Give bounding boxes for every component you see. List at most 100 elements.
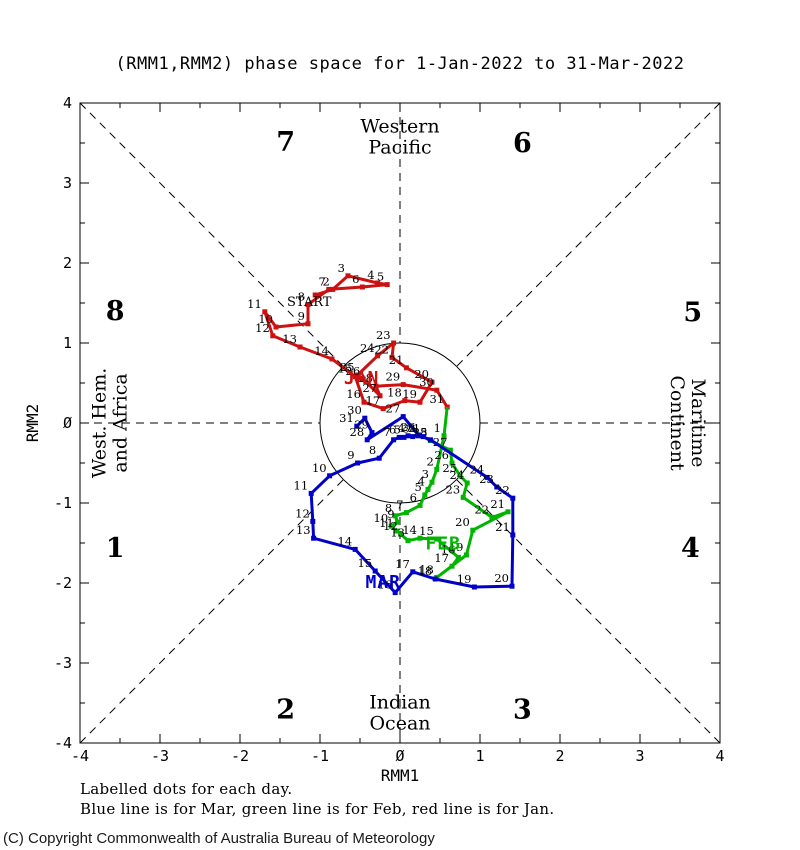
x-tick-label: -1 (311, 747, 329, 765)
day-dot-jan (270, 333, 276, 339)
day-dot-feb (394, 528, 400, 534)
day-dot-mar (310, 518, 316, 524)
y-tick-label: -4 (54, 734, 72, 752)
phase-number-2: 2 (276, 694, 295, 725)
day-dot-mar (510, 495, 516, 501)
day-dot-feb (447, 447, 453, 453)
day-dot-jan (375, 280, 381, 286)
day-label-mar: 28 (350, 425, 365, 439)
day-dot-mar (494, 484, 500, 490)
day-label-jan: 14 (314, 344, 329, 358)
day-label-feb: 8 (385, 501, 392, 515)
region-label-line: West. Hem. (89, 368, 111, 479)
day-dot-jan (389, 354, 395, 360)
day-label-feb: 7 (396, 498, 403, 512)
day-dot-mar (396, 434, 402, 440)
day-label-mar: 6 (389, 422, 396, 436)
day-dot-mar (509, 583, 515, 589)
day-dot-mar (355, 460, 361, 466)
day-dot-feb (441, 433, 447, 439)
day-label-mar: 4 (398, 421, 405, 435)
day-dot-mar (364, 437, 370, 443)
day-dot-feb (434, 536, 440, 542)
note-line-colors: Blue line is for Mar, green line is for … (80, 800, 555, 818)
day-dot-mar (401, 434, 407, 440)
octant-divider-line (456, 479, 721, 744)
day-label-mar: 31 (339, 411, 354, 425)
day-label-feb: 1 (434, 421, 441, 435)
day-label-mar: 20 (494, 571, 509, 585)
day-dot-mar (410, 569, 416, 575)
x-axis-label: RMM1 (381, 766, 420, 785)
day-label-feb: 6 (410, 490, 417, 504)
day-dot-feb (422, 492, 428, 498)
day-label-jan: 8 (298, 290, 305, 304)
day-dot-feb (417, 502, 423, 508)
day-label-feb: 23 (446, 482, 461, 496)
day-label-mar: 7 (383, 425, 390, 439)
region-label-line: Indian (369, 692, 431, 714)
day-label-jan: 23 (376, 328, 391, 342)
day-label-jan: 4 (367, 268, 374, 282)
day-dot-mar (432, 576, 438, 582)
region-label-line: and Africa (110, 373, 132, 472)
day-label-jan: 16 (346, 387, 361, 401)
y-axis-label: RMM2 (23, 404, 42, 443)
day-label-jan: 6 (352, 272, 359, 286)
day-dot-jan (375, 353, 381, 359)
x-tick-label: 3 (635, 747, 644, 765)
day-dot-jan (262, 309, 268, 315)
day-dot-jan (377, 393, 383, 399)
day-dot-feb (455, 554, 461, 560)
day-label-feb: 10 (374, 511, 389, 525)
day-label-jan: 29 (386, 370, 401, 384)
day-dot-jan (391, 340, 397, 346)
day-dot-mar (354, 423, 360, 429)
region-label-line: Continent (666, 375, 688, 471)
day-dot-mar (391, 437, 397, 443)
day-label-jan: 11 (247, 297, 262, 311)
day-label-feb: 18 (419, 562, 434, 576)
x-tick-label: -4 (71, 747, 89, 765)
day-label-mar: 14 (338, 534, 353, 548)
y-tick-label: 4 (63, 94, 72, 112)
day-dot-jan (429, 379, 435, 385)
day-dot-mar (352, 546, 358, 552)
day-dot-mar (362, 415, 368, 421)
day-dot-jan (273, 324, 279, 330)
y-tick-label: 1 (63, 334, 72, 352)
day-label-feb: 27 (433, 435, 448, 449)
day-dot-jan (384, 282, 390, 288)
day-label-feb: 26 (434, 448, 449, 462)
day-dot-jan (380, 406, 386, 412)
chart-title: (RMM1,RMM2) phase space for 1-Jan-2022 t… (115, 54, 685, 74)
day-dot-jan (345, 273, 351, 279)
y-tick-label: 2 (63, 254, 72, 272)
day-label-jan: 2 (322, 274, 329, 288)
day-dot-jan (417, 399, 423, 405)
day-dot-feb (449, 563, 455, 569)
day-label-mar: 18 (418, 564, 433, 578)
day-dot-jan (297, 344, 303, 350)
day-dot-mar (410, 434, 416, 440)
day-label-feb: 4 (418, 474, 425, 488)
day-label-jan: 12 (255, 321, 270, 335)
day-label-jan: 24 (360, 341, 375, 355)
day-dot-feb (463, 552, 469, 558)
day-label-mar: 23 (479, 472, 494, 486)
day-label-jan: 20 (414, 367, 429, 381)
day-dot-jan (360, 376, 366, 382)
day-label-mar: 10 (312, 461, 327, 475)
day-dot-feb (464, 480, 470, 486)
x-tick-label: -3 (151, 747, 169, 765)
day-dot-feb (417, 535, 423, 541)
day-label-jan: 15 (338, 362, 353, 376)
day-dot-jan (434, 387, 440, 393)
day-label-jan: 5 (377, 270, 384, 284)
day-dot-feb (434, 466, 440, 472)
day-label-feb: 13 (390, 526, 405, 540)
day-label-jan: 10 (258, 312, 273, 326)
